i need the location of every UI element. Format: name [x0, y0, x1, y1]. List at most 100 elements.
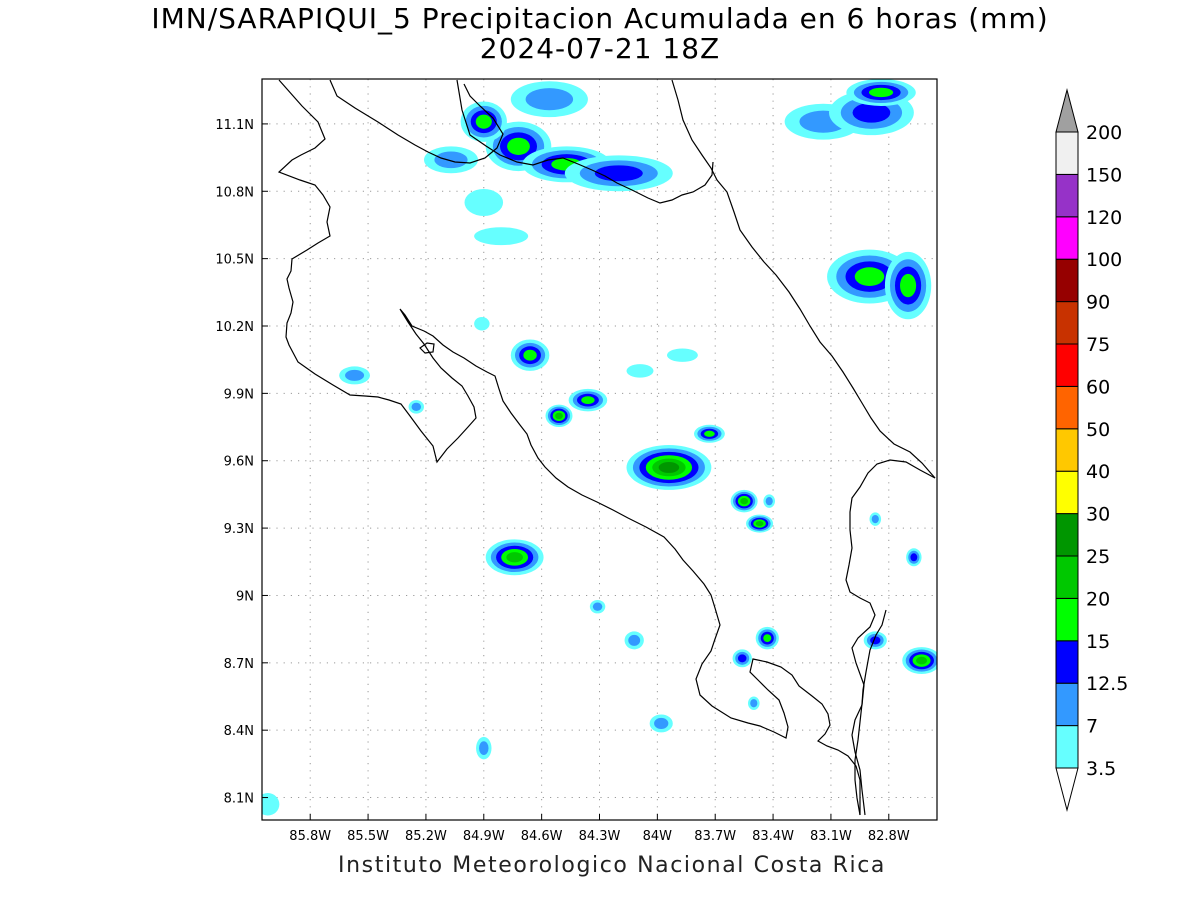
precip-cell — [408, 400, 424, 414]
precip-contour — [910, 553, 918, 562]
lat-tick-label: 9.6N — [224, 455, 254, 470]
border-panama — [854, 609, 887, 816]
colorbar-label: 75 — [1086, 334, 1110, 356]
precip-cell — [510, 339, 550, 371]
colorbar-label: 15 — [1086, 631, 1110, 653]
precip-contour — [704, 430, 715, 437]
lat-tick-label: 9.9N — [224, 387, 254, 402]
precip-cell — [460, 101, 507, 142]
precip-cell — [626, 445, 712, 490]
colorbar-swatch — [1055, 258, 1079, 303]
colorbar-label: 12.5 — [1086, 673, 1128, 695]
precip-contour — [581, 396, 595, 405]
precip-cell — [730, 489, 758, 513]
precip-cell — [568, 388, 608, 412]
colorbar-label: 30 — [1086, 504, 1110, 526]
precip-cell — [884, 251, 932, 320]
precip-contour — [871, 514, 879, 524]
colorbar-swatch — [1055, 343, 1079, 387]
lon-tick-label: 84W — [643, 829, 673, 844]
lon-tick-label: 83.4W — [752, 829, 794, 844]
precip-contour — [750, 699, 758, 708]
precip-contour — [464, 189, 504, 216]
precip-contour — [525, 88, 574, 111]
precip-cell — [474, 317, 490, 331]
lat-tick-label: 10.5N — [215, 253, 254, 268]
coastline-pacific — [277, 79, 861, 815]
colorbar-label: 40 — [1086, 461, 1110, 483]
colorbar-swatch — [1055, 555, 1079, 599]
colorbar-swatch — [1055, 428, 1079, 472]
precip-contour — [854, 267, 885, 286]
lat-tick-label: 10.8N — [215, 185, 254, 200]
precip-contour — [475, 114, 492, 129]
precip-contour — [507, 137, 530, 155]
lon-tick-label: 84.9W — [463, 829, 505, 844]
precip-cell — [746, 514, 774, 533]
latitude-ticks: 8.1N 8.4N 8.7N 9N 9.3N 9.6N 9.9N 10.2N 10.5N 10.8… — [215, 118, 268, 807]
precip-contour — [474, 227, 529, 246]
precip-contour — [506, 552, 523, 563]
colorbar-top-arrow — [1055, 88, 1079, 133]
precip-contour — [523, 349, 537, 361]
precip-contour — [654, 717, 669, 729]
precip-cell — [694, 424, 725, 443]
lon-tick-label: 85.5W — [347, 829, 389, 844]
lon-tick-label: 83.7W — [694, 829, 736, 844]
precip-cell — [624, 631, 644, 650]
coastline-bocas-del-toro — [845, 459, 936, 816]
precip-contour — [868, 87, 894, 98]
precip-cell — [339, 366, 371, 385]
colorbar-swatch — [1055, 640, 1079, 684]
colorbar-label: 150 — [1086, 164, 1122, 186]
colorbar-swatch — [1055, 725, 1079, 769]
precip-cell — [476, 736, 492, 760]
precip-contour — [411, 402, 422, 411]
colorbar-label: 200 — [1086, 122, 1122, 144]
lon-tick-label: 85.2W — [405, 829, 447, 844]
lat-tick-label: 8.7N — [224, 657, 254, 672]
colorbar-bottom-arrow — [1055, 767, 1079, 812]
longitude-ticks: 85.8W 85.5W 85.2W 84.9W 84.6W 84.3W 84W 83.7W 83… — [289, 814, 910, 844]
precip-cell — [474, 227, 529, 246]
precip-cell — [649, 714, 673, 733]
lat-tick-label: 11.1N — [215, 118, 254, 133]
precip-contour — [474, 317, 490, 331]
lon-tick-label: 83.1W — [810, 829, 852, 844]
precip-contour — [626, 364, 654, 378]
colorbar-swatch — [1055, 173, 1079, 218]
precip-contour — [434, 151, 468, 169]
precip-contour — [765, 497, 773, 506]
precip-cell — [510, 81, 588, 118]
colorbar: 3.5 7 12.5 15 20 25 30 40 50 60 75 90 100 120 150 200 — [1055, 88, 1128, 812]
precip-cell — [902, 647, 937, 675]
precip-contour — [345, 369, 365, 381]
colorbar-label: 3.5 — [1086, 758, 1116, 780]
colorbar-label: 7 — [1086, 716, 1098, 738]
coastline-caribbean — [671, 79, 936, 479]
colorbar-swatch — [1055, 470, 1079, 515]
colorbar-label: 50 — [1086, 419, 1110, 441]
precip-cell — [589, 599, 606, 614]
footer-credit: Instituto Meteorologico Nacional Costa R… — [338, 853, 886, 878]
map-valid-time: 2024-07-21 18Z — [479, 32, 721, 65]
precip-contour — [667, 348, 698, 362]
precip-cell — [732, 649, 752, 668]
border-nicaragua — [456, 79, 714, 204]
precip-contour — [658, 462, 680, 473]
precip-contour — [628, 634, 641, 646]
colorbar-swatch — [1055, 597, 1079, 642]
map-background — [262, 79, 937, 820]
colorbar-label: 60 — [1086, 376, 1110, 398]
colorbar-label: 120 — [1086, 207, 1122, 229]
precip-contour — [479, 741, 489, 756]
precip-cell — [564, 155, 673, 192]
precip-contour — [555, 412, 563, 420]
lon-tick-label: 82.8W — [868, 829, 910, 844]
precip-cell — [846, 79, 916, 106]
colorbar-swatch — [1055, 131, 1079, 175]
precip-cell — [262, 793, 280, 816]
lon-tick-label: 85.8W — [289, 829, 331, 844]
lake-nicaragua-shore — [329, 79, 504, 164]
